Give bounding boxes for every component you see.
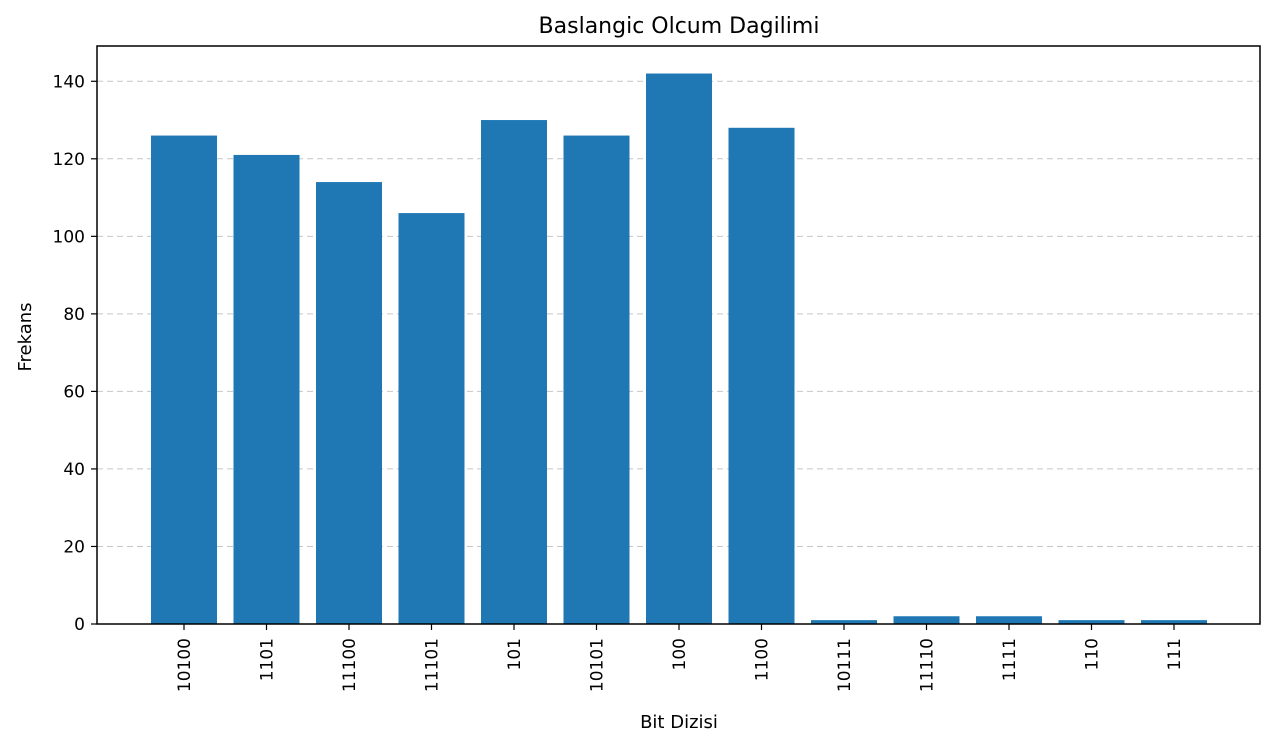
- x-tick-label: 11100: [340, 638, 360, 692]
- bar: [893, 616, 960, 624]
- bar: [728, 127, 795, 624]
- y-axis: 0 20 40 60 80 100 120 140: [53, 72, 97, 635]
- bar: [316, 182, 382, 624]
- y-tick-label: 40: [63, 460, 85, 480]
- plot-frame: [96, 45, 1261, 625]
- y-tick-label: 120: [53, 150, 85, 170]
- y-tick-label: 60: [63, 382, 85, 402]
- y-tick-label: 20: [63, 537, 85, 557]
- bar: [563, 135, 630, 624]
- x-axis-label: Bit Dizisi: [640, 712, 718, 733]
- bar: [646, 73, 712, 625]
- y-tick-label: 80: [63, 305, 85, 325]
- y-tick-label: 0: [74, 615, 85, 635]
- bar: [151, 135, 217, 624]
- x-axis: 10100 1101 11100 11101 101 10101 100 1100 10111 1…: [175, 624, 1185, 692]
- x-tick-label: 100: [670, 638, 690, 670]
- x-tick-label: 1101: [258, 638, 278, 681]
- bar: [1058, 620, 1125, 624]
- x-tick-label: 110: [1083, 638, 1103, 670]
- x-tick-label: 10101: [588, 638, 608, 692]
- x-tick-label: 1100: [753, 638, 773, 681]
- y-tick-label: 100: [53, 227, 85, 247]
- x-tick-label: 101: [505, 638, 525, 670]
- bar: [398, 213, 465, 624]
- x-tick-label: 111: [1165, 638, 1185, 670]
- y-axis-label: Frekans: [15, 302, 36, 371]
- bar: [233, 154, 300, 625]
- x-tick-label: 10100: [175, 638, 195, 692]
- chart-title: Baslangic Olcum Dagilimi: [539, 14, 820, 39]
- bar: [1141, 620, 1207, 624]
- bar: [811, 620, 877, 624]
- x-tick-label: 10111: [835, 638, 855, 692]
- bars: [151, 73, 1207, 625]
- x-tick-label: 11101: [423, 638, 443, 692]
- bar: [481, 120, 547, 625]
- x-tick-label: 1111: [1000, 638, 1020, 681]
- y-tick-label: 140: [53, 72, 85, 92]
- x-tick-label: 11110: [918, 638, 938, 692]
- bar: [976, 616, 1042, 624]
